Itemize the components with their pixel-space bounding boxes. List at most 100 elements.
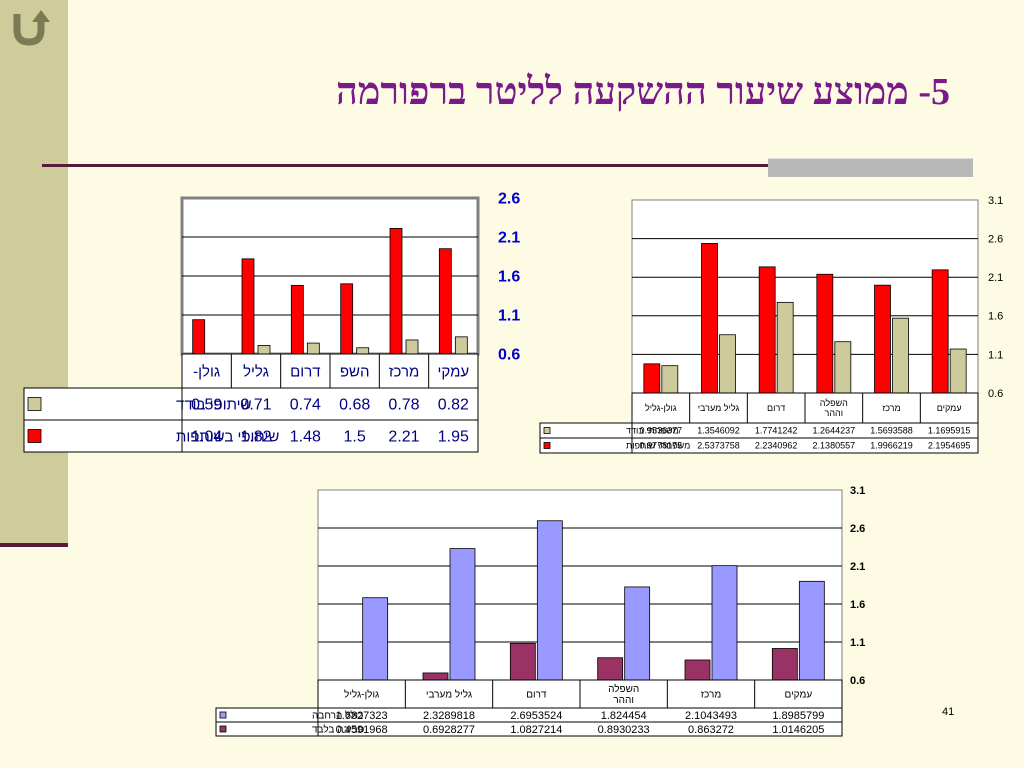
category-label: מרכז (882, 403, 900, 413)
data-value: 1.5693588 (870, 426, 913, 436)
legend-label: סביבה בלבד (312, 724, 365, 736)
u-turn-arrow-icon[interactable] (8, 6, 50, 48)
category-label: גליל (243, 363, 269, 380)
data-value: 2.5373758 (697, 441, 740, 451)
sidebar-divider (0, 543, 68, 547)
bar-series-2 (597, 657, 624, 681)
y-tick-label: 2.1 (850, 561, 865, 573)
y-tick-label: 0.6 (850, 675, 865, 687)
data-value: 2.6953524 (510, 710, 562, 722)
data-value: 1.1695915 (928, 426, 971, 436)
legend-label: משפחתי בודד (626, 426, 679, 436)
y-tick-label: 2.6 (850, 523, 865, 535)
bar-series-1 (776, 301, 794, 394)
category-label: גולן-גליל (344, 689, 379, 701)
data-value: 0.4591968 (336, 724, 388, 736)
bar-series-2 (684, 659, 711, 681)
bar-series-1 (449, 548, 476, 681)
bar-series-1 (454, 336, 468, 355)
bar-series-1 (405, 339, 419, 355)
bar-series-2 (643, 363, 661, 394)
title-bar-accent (768, 159, 973, 177)
bar-series-1 (624, 586, 651, 681)
bar-series-1 (711, 565, 738, 681)
category-label: דרום (526, 690, 547, 701)
bar-series-2 (509, 642, 536, 681)
legend-label: שיתופי בשותפות (176, 428, 279, 445)
bar-series-1 (257, 345, 271, 355)
bar-series-2 (290, 284, 304, 355)
category-label: גולן- (193, 363, 220, 380)
category-label: השפלה (820, 398, 848, 408)
bar-series-2 (389, 228, 403, 355)
category-label: וההר (825, 408, 844, 418)
bar-series-2 (701, 243, 718, 394)
data-value: 1.8985799 (772, 710, 824, 722)
data-value: 2.2340962 (755, 441, 798, 451)
title-underline (42, 164, 768, 167)
bar-series-1 (306, 342, 320, 355)
data-value: 2.21 (388, 429, 419, 446)
bar-series-1 (834, 341, 852, 394)
plot-area (317, 489, 843, 681)
y-tick-label: 1.6 (498, 269, 520, 286)
data-value: 2.1043493 (685, 710, 737, 722)
category-label: מרכז (389, 363, 420, 380)
y-tick-label: 1.6 (850, 599, 865, 611)
category-label: השפ (340, 363, 370, 380)
category-label: עמקים (784, 690, 812, 701)
data-value: 0.74 (290, 397, 321, 414)
data-value: 2.3289818 (423, 710, 475, 722)
bar-series-1 (949, 348, 967, 394)
category-label: גליל מערבי (698, 403, 740, 413)
legend-swatch (219, 711, 227, 719)
bar-series-2 (816, 273, 834, 394)
bar-series-2 (771, 648, 798, 681)
category-label: מרכז (701, 690, 722, 701)
y-tick-label: 1.1 (498, 308, 520, 325)
y-tick-label: 2.1 (498, 230, 520, 247)
data-value: 1.7741242 (755, 426, 798, 436)
page-number: 41 (942, 706, 955, 718)
category-label: עמקים (937, 403, 962, 413)
category-label: גליל מערבי (426, 689, 472, 701)
y-tick-label: 2.1 (988, 272, 1003, 284)
data-value: 1.2644237 (813, 426, 856, 436)
bar-series-1 (661, 365, 679, 394)
data-value: 0.71 (240, 397, 271, 414)
bar-series-2 (438, 248, 452, 355)
legend-swatch (543, 442, 551, 449)
bar-series-1 (892, 317, 909, 394)
data-value: 1.0146205 (772, 724, 824, 736)
bar-series-2 (192, 319, 206, 355)
data-value: 0.6928277 (423, 724, 475, 736)
y-tick-label: 0.6 (988, 388, 1003, 400)
legend-swatch (27, 429, 42, 443)
bar-series-2 (340, 283, 354, 355)
bar-series-1 (362, 597, 389, 681)
legend-label: שיתופי בודד (176, 396, 252, 413)
category-label: דרום (767, 403, 785, 413)
data-value: 2.1380557 (813, 441, 856, 451)
bar-series-2 (422, 672, 449, 681)
data-value: 1.3546092 (697, 426, 740, 436)
y-tick-label: 3.1 (850, 485, 865, 497)
category-label: עמקי (438, 363, 470, 380)
chart-1: 2.6 2.1 1.6 1.1 0.6 עמקי מרכז השפ דרום גליל גולן- ש… (23, 191, 520, 453)
y-tick-label: 1.1 (988, 349, 1003, 361)
data-value: 0.8930233 (598, 724, 650, 736)
data-value: 1.04 (191, 429, 222, 446)
y-tick-label: 3.1 (988, 195, 1003, 207)
data-value: 0.68 (339, 397, 370, 414)
data-value: 1.48 (290, 429, 321, 446)
data-value: 0.59 (191, 397, 222, 414)
slide-title: 5- ממוצע שיעור ההשקעה לליטר ברפורמה (336, 71, 950, 113)
data-value: 1.82 (240, 429, 271, 446)
legend-label: משפחתי שותפות (626, 441, 690, 451)
data-value: 1.5 (344, 429, 366, 446)
data-value: 0.9778175 (640, 441, 683, 451)
data-value: 1.9966219 (870, 441, 913, 451)
